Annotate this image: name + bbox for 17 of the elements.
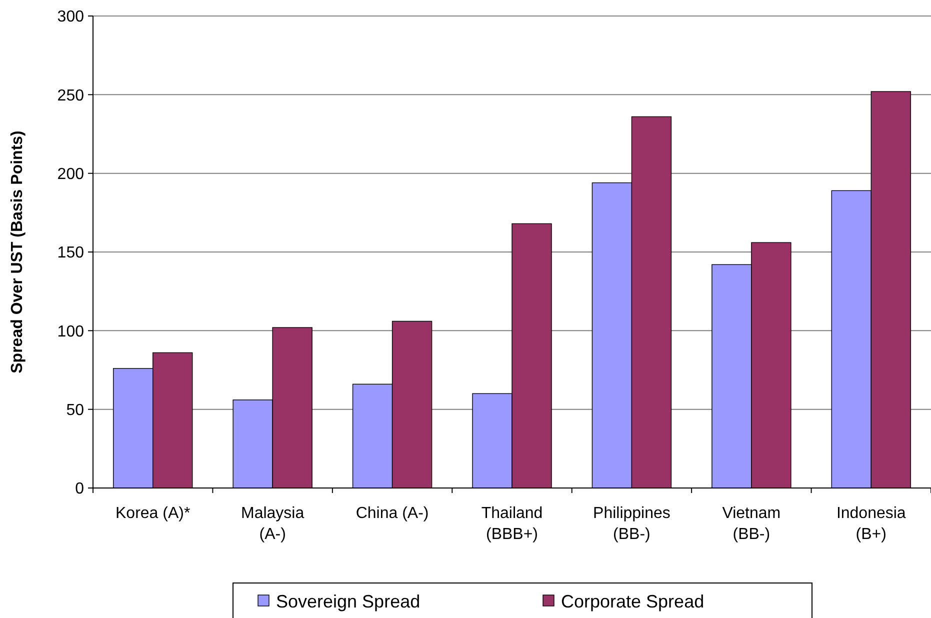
y-tick-label: 300 — [57, 8, 84, 26]
legend-label: Corporate Spread — [561, 591, 704, 612]
y-tick-label: 0 — [75, 480, 84, 498]
y-axis-title: Spread Over UST (Basis Points) — [9, 130, 26, 374]
x-tick-label: Malaysia (A-) — [241, 505, 304, 543]
y-tick-label: 250 — [57, 87, 84, 104]
x-tick-label: Thailand (BBB+) — [481, 505, 543, 543]
y-tick-label: 100 — [57, 323, 84, 340]
x-tick-label: Vietnam (BB-) — [722, 505, 781, 543]
y-tick-label: 50 — [66, 402, 84, 419]
x-tick-label: Indonesia (B+) — [836, 505, 906, 543]
y-tick-label: 200 — [57, 166, 84, 183]
x-tick-label: Philippines (BB-) — [593, 505, 670, 543]
legend-label: Sovereign Spread — [276, 591, 420, 612]
x-tick-label: China (A-) — [356, 505, 429, 522]
y-tick-label: 150 — [57, 244, 84, 262]
x-tick-label: Korea (A)* — [116, 505, 190, 522]
